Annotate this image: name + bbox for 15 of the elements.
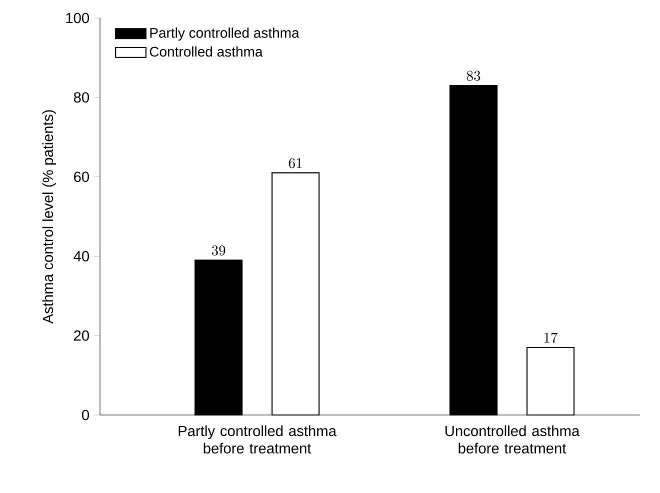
data-label: 83	[466, 70, 480, 81]
y-tick-label: 60	[74, 172, 90, 182]
y-tick-label: 80	[74, 92, 90, 103]
data-label: 61	[288, 158, 302, 168]
x-tick-label: Uncontrolled asthma before treatment	[445, 425, 580, 454]
y-tick-label: 100	[66, 12, 90, 24]
legend-label: Controlled asthma	[150, 46, 263, 57]
data-label: 39	[212, 245, 226, 256]
legend-label: Partly controlled asthma	[150, 28, 300, 41]
data-label: 17	[544, 332, 558, 343]
y-axis-title: Asthma control level (% patients)	[42, 110, 56, 324]
y-tick-label: 0	[82, 410, 90, 420]
y-tick-label: 20	[74, 330, 90, 341]
x-tick-label: Partly controlled asthma before treatment	[178, 425, 337, 454]
y-tick-label: 40	[74, 251, 90, 262]
